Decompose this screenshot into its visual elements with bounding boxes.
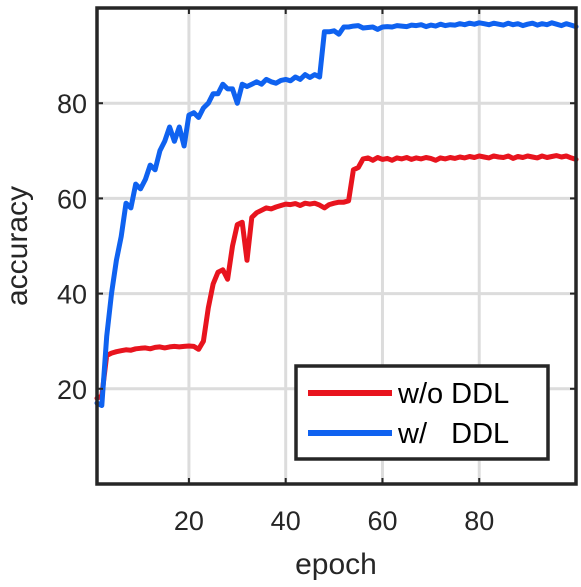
y-axis-label: accuracy [1,186,34,306]
axes-box [95,6,578,486]
y-tick-label: 20 [57,375,87,405]
legend-label-w-ddl: w/ DDL [397,418,509,450]
legend: w/o DDL w/ DDL [294,364,550,461]
x-axis-label: epoch [295,548,377,581]
x-tick-label: 20 [174,506,204,536]
x-tick-label: 60 [367,506,397,536]
y-tick-label: 40 [57,280,87,310]
axis-ticks: 20 40 60 80 20 40 60 80 [57,8,576,536]
legend-box [294,364,550,461]
y-tick-label: 60 [57,184,87,214]
series-line-w-ddl [94,20,579,408]
legend-label-w-o-ddl: w/o DDL [397,378,509,410]
x-tick-label: 80 [464,506,494,536]
series-lines [94,20,579,408]
series-line-w-o-ddl [94,153,579,401]
y-tick-label: 80 [57,89,87,119]
x-tick-label: 40 [271,506,301,536]
